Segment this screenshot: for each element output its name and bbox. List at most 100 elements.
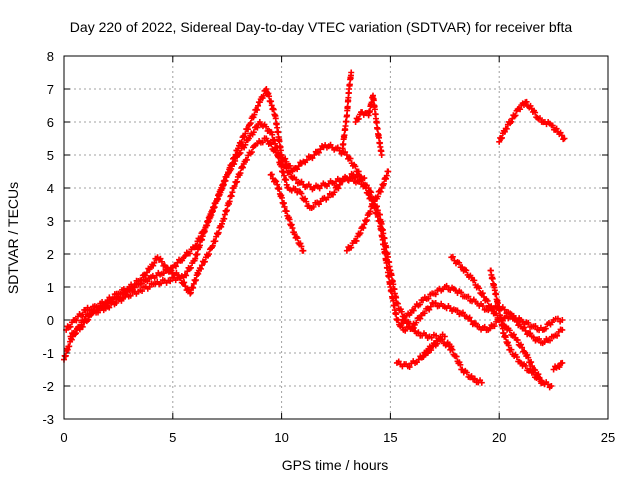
data-point [511, 113, 518, 120]
data-point [454, 307, 461, 314]
y-tick-label: 5 [47, 148, 54, 163]
data-point [177, 274, 184, 281]
data-point [367, 194, 374, 201]
data-point [282, 155, 289, 162]
data-point [254, 106, 261, 113]
data-point [357, 230, 364, 237]
data-point [510, 331, 517, 338]
data-point [220, 182, 227, 189]
data-point [558, 132, 565, 139]
y-tick-label: 4 [47, 181, 54, 196]
data-point [67, 333, 74, 340]
x-tick-label: 5 [169, 430, 176, 445]
data-point [315, 149, 322, 156]
data-point [536, 376, 543, 383]
y-tick-label: -2 [42, 379, 54, 394]
data-point [530, 334, 537, 341]
data-point [525, 354, 532, 361]
data-point [79, 311, 86, 318]
data-point [248, 149, 255, 156]
data-point [283, 158, 290, 165]
data-point [373, 119, 380, 126]
data-point [292, 185, 299, 192]
data-point [522, 327, 529, 334]
data-point [254, 124, 261, 131]
data-point [238, 139, 245, 146]
y-tick-label: 1 [47, 280, 54, 295]
data-point [263, 123, 270, 130]
data-point [541, 339, 548, 346]
series-track-l [487, 267, 546, 387]
data-point [348, 69, 355, 76]
data-point [347, 155, 354, 162]
data-point [432, 291, 439, 298]
data-point [294, 166, 301, 173]
data-point [539, 379, 546, 386]
data-point [325, 194, 332, 201]
data-point [415, 356, 422, 363]
data-point [512, 315, 519, 322]
data-point [157, 280, 164, 287]
data-point [465, 293, 472, 300]
data-point [179, 257, 186, 264]
data-point [449, 346, 456, 353]
data-point [536, 335, 543, 342]
data-point [106, 304, 113, 311]
data-point [529, 363, 536, 370]
y-tick-label: 3 [47, 214, 54, 229]
data-point [237, 170, 244, 177]
series-track-a [61, 119, 448, 363]
data-point [542, 325, 549, 332]
data-point [365, 191, 372, 198]
data-point [385, 273, 392, 280]
data-point [67, 323, 74, 330]
data-point [394, 300, 401, 307]
data-point [508, 118, 515, 125]
data-point [209, 242, 216, 249]
data-point [244, 156, 251, 163]
series-track-e [339, 69, 355, 152]
data-point [289, 168, 296, 175]
data-point [508, 311, 515, 318]
data-point [260, 92, 267, 99]
data-point [439, 336, 446, 343]
data-point [402, 327, 409, 334]
data-point [239, 164, 246, 171]
data-point [548, 383, 555, 389]
data-point [242, 141, 249, 148]
data-point [229, 160, 236, 167]
data-point [273, 178, 280, 185]
data-point [72, 331, 79, 338]
data-point [361, 175, 368, 182]
data-point [215, 229, 222, 236]
data-point [293, 176, 300, 183]
data-point [374, 213, 381, 220]
data-point [468, 318, 475, 325]
series-track-j [420, 335, 485, 386]
data-point [268, 141, 275, 148]
x-tick-label: 10 [274, 430, 288, 445]
data-point [449, 253, 456, 260]
data-point [498, 316, 505, 323]
data-point [370, 97, 377, 104]
data-point [250, 114, 257, 121]
data-point [346, 174, 353, 181]
data-point [336, 181, 343, 188]
data-point [378, 227, 385, 234]
x-axis-label: GPS time / hours [282, 457, 389, 473]
data-point [241, 133, 248, 140]
data-point [406, 364, 413, 371]
data-point [68, 336, 75, 343]
data-point [247, 120, 254, 127]
data-point [344, 103, 351, 110]
data-point [523, 98, 530, 105]
data-point [427, 303, 434, 310]
y-tick-label: 7 [47, 82, 54, 97]
series-track-i [398, 282, 566, 347]
x-tick-label: 20 [492, 430, 506, 445]
data-point [374, 193, 381, 200]
data-point [237, 149, 244, 156]
data-point [501, 306, 508, 313]
data-point [471, 375, 478, 382]
data-point [201, 258, 208, 265]
